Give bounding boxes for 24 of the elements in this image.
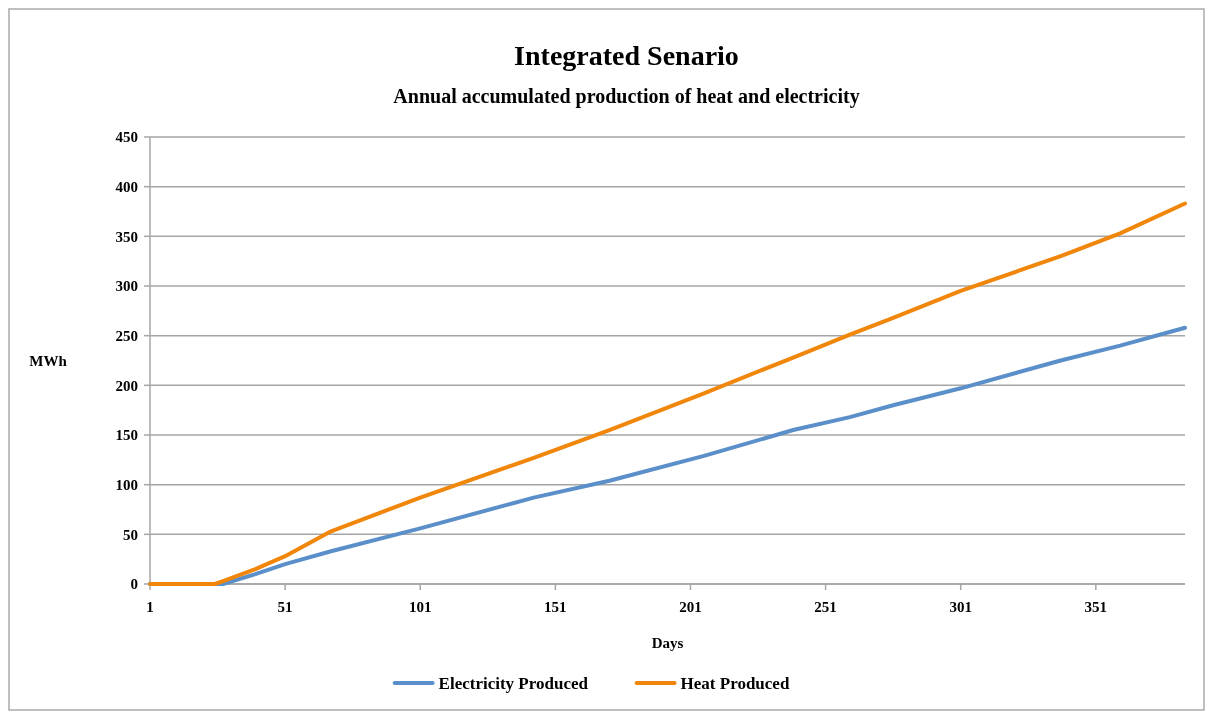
y-tick-label: 250 (115, 327, 138, 344)
y-tick-label: 400 (115, 178, 138, 195)
x-tick-label: 151 (544, 599, 567, 615)
y-axis-title: MWh (29, 352, 68, 369)
x-tick-label: 101 (408, 599, 432, 615)
y-tick-label: 200 (115, 377, 138, 394)
chart-subtitle: Annual accumulated production of heat and electricity (393, 85, 860, 108)
legend-label: Electricity Produced (438, 673, 589, 693)
chart-title: Integrated Senario (514, 40, 739, 71)
y-tick-label: 50 (123, 526, 138, 543)
x-tick-label: 51 (277, 599, 293, 615)
y-tick-label: 450 (115, 129, 138, 146)
x-tick-label: 1 (146, 599, 154, 615)
x-axis-title: Days (651, 635, 684, 651)
y-tick-label: 100 (115, 476, 138, 493)
x-tick-label: 351 (1084, 599, 1108, 615)
y-tick-label: 350 (115, 228, 138, 245)
x-tick-label: 251 (814, 599, 837, 615)
y-tick-label: 0 (130, 576, 138, 593)
legend-label: Heat Produced (680, 673, 790, 693)
y-tick-label: 150 (115, 427, 138, 444)
x-tick-label: 201 (679, 599, 702, 615)
y-tick-label: 300 (115, 278, 138, 295)
x-tick-label: 301 (949, 599, 972, 615)
